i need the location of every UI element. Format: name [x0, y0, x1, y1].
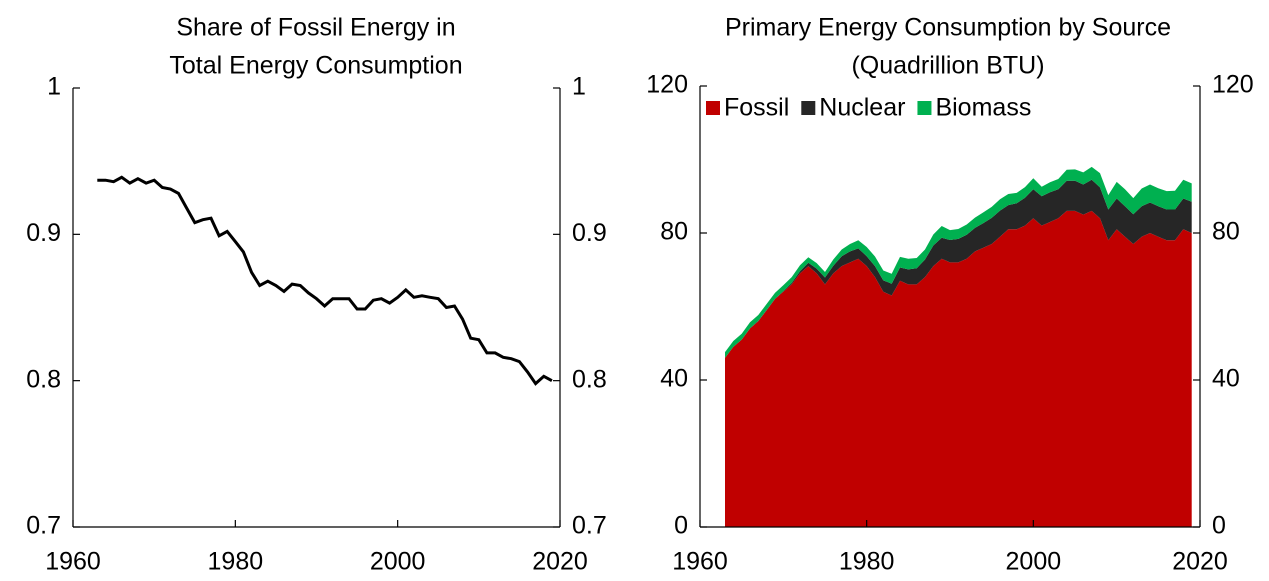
x-tick-label: 2020: [532, 548, 588, 576]
y-tick-label: 1: [47, 73, 61, 101]
x-tick-label: 1960: [45, 548, 101, 576]
y-tick-label: 0.7: [572, 512, 607, 540]
x-tick-label: 2020: [1172, 548, 1228, 576]
y-tick-label: 80: [1212, 218, 1240, 246]
y-tick-label: 120: [646, 71, 688, 99]
x-tick-label: 1960: [672, 548, 728, 576]
y-tick-label: 0.9: [572, 219, 607, 247]
x-tick-label: 1980: [839, 548, 895, 576]
y-tick-label: 40: [660, 365, 688, 393]
legend-swatch: [917, 101, 932, 115]
y-tick-label: 80: [660, 218, 688, 246]
x-tick-label: 1980: [208, 548, 264, 576]
chart-title: Primary Energy Consumption by Source: [725, 14, 1171, 42]
y-tick-label: 0.8: [26, 365, 61, 393]
area: [725, 210, 1192, 527]
legend-swatch: [706, 101, 720, 115]
legend-label: Biomass: [935, 94, 1031, 122]
y-tick-label: 0.7: [26, 512, 61, 540]
chart-title: Total Energy Consumption: [169, 52, 462, 80]
y-tick-label: 0: [674, 512, 688, 540]
y-tick-label: 0: [1212, 512, 1226, 540]
y-tick-label: 0.8: [572, 365, 607, 393]
chart-title: Share of Fossil Energy in: [176, 14, 455, 42]
x-tick-label: 2000: [1006, 548, 1062, 576]
legend-label: Nuclear: [819, 94, 905, 122]
x-tick-label: 2000: [370, 548, 426, 576]
chart-title: (Quadrillion BTU): [851, 52, 1044, 80]
line: [97, 175, 553, 386]
legend-label: Fossil: [724, 94, 789, 122]
y-tick-label: 1: [572, 73, 586, 101]
y-tick-label: 40: [1212, 365, 1240, 393]
y-tick-label: 0.9: [26, 219, 61, 247]
y-tick-label: 120: [1212, 71, 1254, 99]
legend-swatch: [801, 101, 816, 115]
